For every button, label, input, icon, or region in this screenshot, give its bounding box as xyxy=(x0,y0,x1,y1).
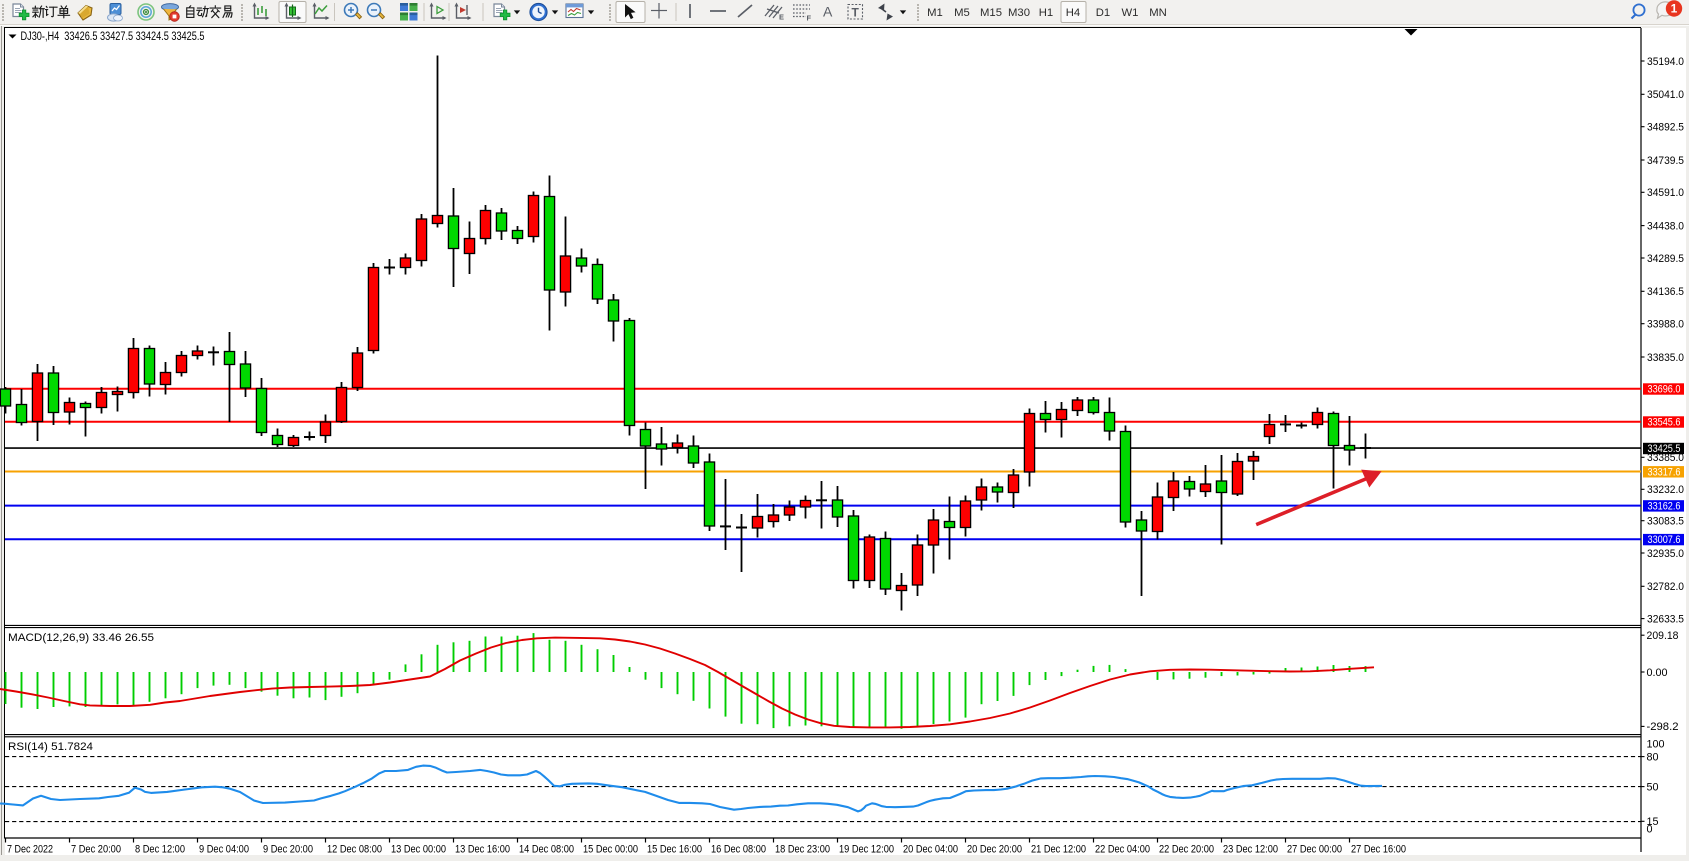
svg-text:0.00: 0.00 xyxy=(1647,667,1668,679)
svg-text:19 Dec 12:00: 19 Dec 12:00 xyxy=(839,844,894,856)
svg-text:8 Dec 12:00: 8 Dec 12:00 xyxy=(135,844,185,856)
svg-text:15 Dec 16:00: 15 Dec 16:00 xyxy=(647,844,702,856)
svg-text:T: T xyxy=(852,6,860,20)
svg-text:34591.0: 34591.0 xyxy=(1647,187,1684,199)
svg-text:34892.5: 34892.5 xyxy=(1647,122,1684,134)
svg-text:33545.6: 33545.6 xyxy=(1648,417,1681,429)
svg-text:21 Dec 12:00: 21 Dec 12:00 xyxy=(1031,844,1086,856)
svg-text:7 Dec 2022: 7 Dec 2022 xyxy=(7,844,53,856)
svg-text:27 Dec 00:00: 27 Dec 00:00 xyxy=(1287,844,1342,856)
svg-text:33007.6: 33007.6 xyxy=(1648,534,1681,546)
svg-text:22 Dec 04:00: 22 Dec 04:00 xyxy=(1095,844,1150,856)
svg-text:22 Dec 20:00: 22 Dec 20:00 xyxy=(1159,844,1214,856)
svg-text:34438.0: 34438.0 xyxy=(1647,220,1684,232)
svg-text:33232.0: 33232.0 xyxy=(1647,484,1684,496)
svg-text:80: 80 xyxy=(1647,751,1659,763)
svg-text:34136.5: 34136.5 xyxy=(1647,286,1684,298)
svg-text:33317.6: 33317.6 xyxy=(1648,466,1681,478)
svg-text:33162.6: 33162.6 xyxy=(1648,501,1681,513)
svg-text:209.18: 209.18 xyxy=(1647,630,1679,642)
svg-text:20 Dec 04:00: 20 Dec 04:00 xyxy=(903,844,958,856)
svg-text:33385.0: 33385.0 xyxy=(1647,452,1684,464)
svg-text:32633.5: 32633.5 xyxy=(1647,613,1684,625)
svg-text:34739.5: 34739.5 xyxy=(1647,155,1684,167)
svg-text:20 Dec 20:00: 20 Dec 20:00 xyxy=(967,844,1022,856)
svg-text:33686.5: 33686.5 xyxy=(1647,384,1684,396)
svg-text:35041.0: 35041.0 xyxy=(1647,89,1684,101)
svg-text:7 Dec 20:00: 7 Dec 20:00 xyxy=(71,844,121,856)
svg-text:H1: H1 xyxy=(1039,7,1053,19)
svg-text:DJ30-,H4 33426.5 33427.5 3342: DJ30-,H4 33426.5 33427.5 33424.5 33425.5 xyxy=(21,31,205,43)
svg-text:27 Dec 16:00: 27 Dec 16:00 xyxy=(1351,844,1406,856)
svg-text:A: A xyxy=(823,4,833,20)
svg-text:M15: M15 xyxy=(980,7,1002,19)
svg-text:RSI(14) 51.7824: RSI(14) 51.7824 xyxy=(8,741,93,753)
svg-text:32782.0: 32782.0 xyxy=(1647,581,1684,593)
svg-text:32935.0: 32935.0 xyxy=(1647,548,1684,560)
svg-text:1: 1 xyxy=(1671,2,1678,16)
svg-text:13 Dec 16:00: 13 Dec 16:00 xyxy=(455,844,510,856)
svg-text:13 Dec 00:00: 13 Dec 00:00 xyxy=(391,844,446,856)
svg-text:50: 50 xyxy=(1647,781,1659,793)
svg-text:33835.0: 33835.0 xyxy=(1647,352,1684,364)
svg-text:M5: M5 xyxy=(954,7,970,19)
svg-text:9 Dec 20:00: 9 Dec 20:00 xyxy=(263,844,313,856)
svg-text:H4: H4 xyxy=(1066,7,1080,19)
svg-text:M1: M1 xyxy=(927,7,943,19)
svg-text:33425.5: 33425.5 xyxy=(1648,443,1681,455)
svg-text:W1: W1 xyxy=(1122,7,1139,19)
svg-text:-298.2: -298.2 xyxy=(1647,721,1679,733)
svg-text:E: E xyxy=(779,13,784,22)
svg-text:18 Dec 23:00: 18 Dec 23:00 xyxy=(775,844,830,856)
svg-text:34289.5: 34289.5 xyxy=(1647,253,1684,265)
svg-text:MN: MN xyxy=(1149,7,1167,19)
svg-text:0: 0 xyxy=(1647,823,1653,835)
svg-text:33083.5: 33083.5 xyxy=(1647,516,1684,528)
svg-text:33696.0: 33696.0 xyxy=(1648,384,1681,396)
svg-text:D1: D1 xyxy=(1096,7,1110,19)
svg-text:14 Dec 08:00: 14 Dec 08:00 xyxy=(519,844,574,856)
svg-text:33988.0: 33988.0 xyxy=(1647,319,1684,331)
svg-text:MACD(12,26,9) 33.46 26.55: MACD(12,26,9) 33.46 26.55 xyxy=(8,632,154,644)
svg-text:M30: M30 xyxy=(1008,7,1030,19)
svg-text:33533.5: 33533.5 xyxy=(1647,417,1684,429)
svg-text:9 Dec 04:00: 9 Dec 04:00 xyxy=(199,844,249,856)
svg-text:15 Dec 00:00: 15 Dec 00:00 xyxy=(583,844,638,856)
svg-text:12 Dec 08:00: 12 Dec 08:00 xyxy=(327,844,382,856)
svg-text:100: 100 xyxy=(1647,739,1665,751)
svg-text:F: F xyxy=(807,14,812,23)
svg-text:23 Dec 12:00: 23 Dec 12:00 xyxy=(1223,844,1278,856)
svg-text:35194.0: 35194.0 xyxy=(1647,56,1684,68)
svg-text:16 Dec 08:00: 16 Dec 08:00 xyxy=(711,844,766,856)
svg-text:15: 15 xyxy=(1647,816,1659,828)
